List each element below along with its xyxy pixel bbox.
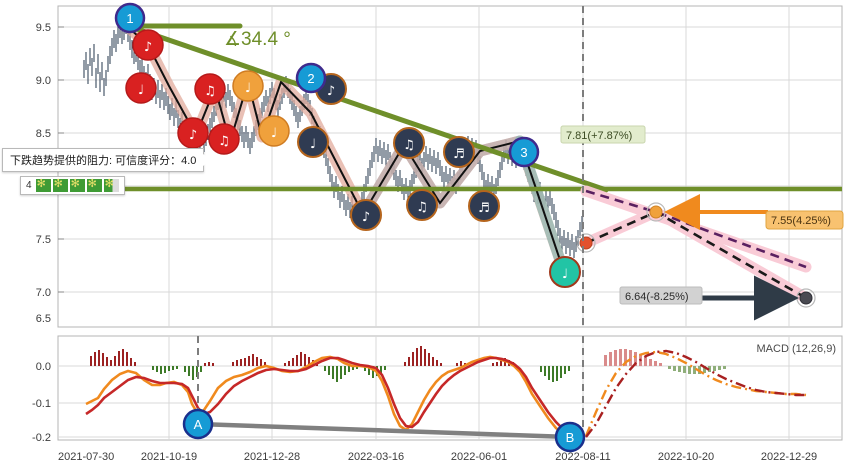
y-tick-macd-2: -0.2 — [32, 432, 51, 444]
rating-value: 4 — [26, 180, 32, 191]
svg-text:♩: ♩ — [245, 81, 251, 96]
badge-target-mid[interactable]: 7.55(4.25%) — [765, 210, 844, 230]
macd-marker-a[interactable]: A — [182, 408, 214, 440]
svg-text:♬: ♬ — [478, 201, 490, 216]
price-panel: 9.5 9.0 8.5 8.0 7.5 7.0 6.5 — [36, 2, 844, 328]
svg-text:♫: ♫ — [218, 134, 230, 149]
macd-histogram — [90, 346, 726, 382]
tooltip-pointer — [203, 154, 213, 166]
zigzag-line — [128, 27, 565, 273]
y-tick-price-2: 8.5 — [36, 128, 51, 140]
note-marker[interactable]: ♪ — [177, 117, 209, 149]
rating-star-icon — [86, 177, 102, 192]
wave-marker-2-label: 2 — [307, 71, 314, 86]
x-tick-3: 2022-03-16 — [348, 451, 404, 463]
macd-dea-line — [85, 356, 579, 440]
svg-text:♩: ♩ — [562, 267, 568, 282]
badge-target-down-text: 6.64(-8.25%) — [625, 291, 689, 303]
macd-trendline-ab[interactable] — [195, 421, 573, 440]
rating-star-partial-icon — [103, 177, 119, 192]
x-tick-0: 2021-07-30 — [58, 451, 114, 463]
rating-star-icon — [35, 177, 51, 192]
x-tick-4: 2022-06-01 — [451, 451, 507, 463]
macd-dea-projected — [585, 349, 806, 438]
macd-panel: 0.0 -0.1 -0.2 — [32, 335, 843, 453]
wave-marker-3[interactable]: 3 — [508, 136, 540, 168]
svg-text:♩: ♩ — [310, 137, 316, 152]
badge-target-down[interactable]: 6.64(-8.25%) — [619, 286, 703, 305]
y-tick-macd-1: -0.1 — [32, 398, 51, 410]
badge-target-mid-text: 7.55(4.25%) — [771, 215, 831, 227]
y-tick-price-1: 9.0 — [36, 75, 51, 87]
rating-star-icon — [69, 177, 85, 192]
macd-histogram-projected — [604, 349, 662, 366]
svg-text:♪: ♪ — [144, 40, 152, 55]
node-dot-end[interactable] — [799, 291, 813, 305]
macd-plot-frame — [57, 335, 843, 441]
svg-text:♬: ♬ — [453, 147, 465, 162]
note-marker[interactable]: ♫ — [194, 73, 226, 105]
svg-text:♫: ♫ — [204, 84, 216, 99]
svg-text:♪: ♪ — [189, 128, 197, 143]
svg-text:♫: ♫ — [416, 200, 428, 215]
svg-text:♫: ♫ — [403, 138, 415, 153]
macd-marker-b[interactable]: B — [554, 421, 586, 453]
y-tick-price-5: 7.0 — [36, 287, 51, 299]
note-marker[interactable]: ♫ — [393, 127, 425, 159]
rating-star-icon — [52, 177, 68, 192]
note-marker[interactable]: ♩ — [232, 70, 264, 102]
wave-marker-1-label: 1 — [126, 11, 133, 26]
svg-text:♪: ♪ — [327, 84, 335, 99]
y-tick-price-4: 7.5 — [36, 234, 51, 246]
badge-target-up-text: 7.81(+7.87%) — [566, 130, 632, 142]
note-marker[interactable]: ♬ — [468, 190, 500, 222]
note-marker[interactable]: ♬ — [443, 136, 475, 168]
svg-text:♩: ♩ — [271, 126, 277, 141]
x-tick-6: 2022-10-20 — [658, 451, 714, 463]
badge-target-up[interactable]: 7.81(+7.87%) — [560, 125, 646, 144]
note-marker[interactable]: ♩ — [125, 72, 157, 104]
note-marker[interactable]: ♪ — [350, 199, 382, 231]
x-tick-1: 2021-10-19 — [141, 451, 197, 463]
macd-indicator-label: MACD (12,26,9) — [757, 343, 836, 355]
x-axis-labels: 2021-07-30 2021-10-19 2021-12-28 2022-03… — [58, 451, 817, 463]
node-dot-start[interactable] — [579, 236, 593, 250]
note-marker[interactable]: ♩ — [297, 126, 329, 158]
wave-marker-2[interactable]: 2 — [295, 62, 327, 94]
y-tick-macd-0: 0.0 — [36, 361, 51, 373]
resistance-tooltip-text: 下跌趋势提供的阻力: 可信度评分：4.0 — [10, 155, 197, 167]
note-markers[interactable]: ♪ ♩ ♫ ♪ ♫ ♩ ♩ ♪ — [125, 29, 581, 288]
svg-text:♪: ♪ — [362, 210, 370, 225]
wave-marker-1[interactable]: 1 — [114, 2, 146, 34]
macd-marker-a-label: A — [194, 417, 203, 432]
resistance-tooltip[interactable]: 下跌趋势提供的阻力: 可信度评分：4.0 — [2, 148, 213, 172]
note-marker[interactable]: ♩ — [258, 115, 290, 147]
note-marker[interactable]: ♫ — [208, 123, 240, 155]
y-tick-price-6: 6.5 — [36, 313, 51, 325]
note-marker[interactable]: ♪ — [132, 29, 164, 61]
svg-text:♩: ♩ — [138, 83, 144, 98]
y-tick-price-0: 9.5 — [36, 22, 51, 34]
x-tick-7: 2022-12-29 — [761, 451, 817, 463]
node-dot-mid[interactable] — [649, 205, 663, 219]
node-ring-start — [576, 233, 596, 253]
note-marker[interactable]: ♫ — [406, 189, 438, 221]
angle-annotation: ∡34.4 ° — [224, 29, 291, 50]
x-tick-2: 2021-12-28 — [244, 451, 300, 463]
wave-marker-3-label: 3 — [520, 145, 527, 160]
macd-dif-projected — [584, 350, 807, 437]
macd-marker-b-label: B — [566, 430, 575, 445]
note-marker[interactable]: ♩ — [549, 256, 581, 288]
x-tick-5: 2022-08-11 — [555, 451, 610, 463]
confidence-rating-widget[interactable]: 4 — [20, 176, 125, 195]
